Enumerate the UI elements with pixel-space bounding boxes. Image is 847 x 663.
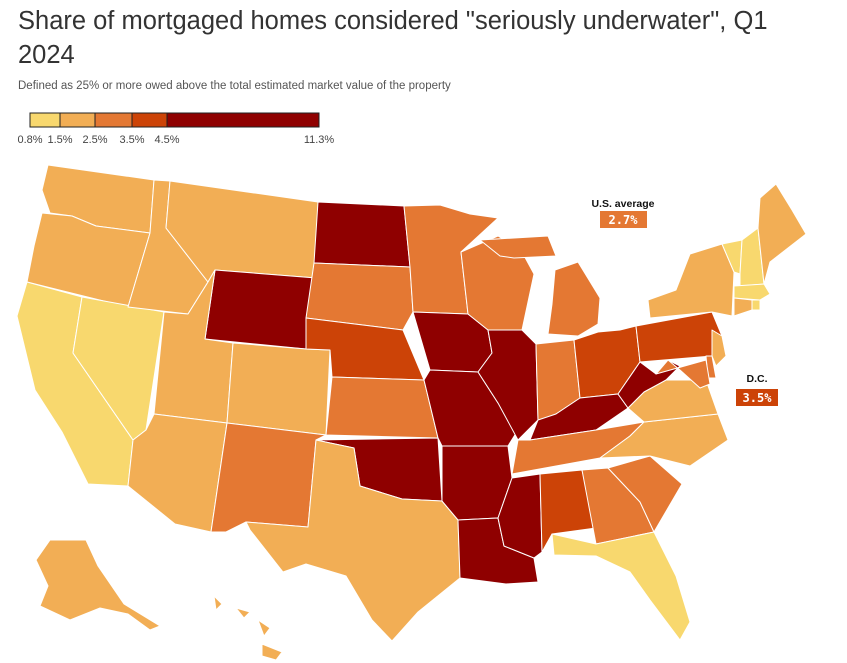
legend-tick-label: 11.3%: [303, 134, 335, 146]
legend-swatch: [94, 112, 133, 128]
state-hi: [213, 595, 283, 661]
state-pa: [635, 311, 723, 363]
us-average-value: 2.7%: [609, 213, 639, 227]
us-average-callout: U.S. average 2.7%: [591, 198, 655, 228]
legend-tick-label: 2.5%: [82, 134, 108, 146]
state-ct: [733, 297, 753, 317]
state-al: [539, 469, 597, 553]
state-wy: [204, 269, 317, 350]
legend-tick-label: 1.5%: [47, 134, 73, 146]
state-me: [757, 183, 807, 285]
us-average-label: U.S. average: [591, 198, 654, 210]
state-tx: [245, 439, 461, 642]
state-sd: [305, 262, 414, 331]
chart-subtitle: Defined as 25% or more owed above the to…: [18, 80, 451, 92]
legend-swatch: [29, 112, 61, 128]
state-fl: [551, 531, 691, 641]
dc-box: [736, 389, 778, 406]
state-mi: [479, 235, 601, 337]
legend-swatch: [166, 112, 320, 128]
legend-tick-label: 4.5%: [154, 134, 180, 146]
state-ny: [647, 243, 735, 319]
state-nj: [711, 329, 727, 367]
legend-swatch: [131, 112, 168, 128]
legend-bar: [29, 112, 320, 128]
state-ks: [325, 376, 439, 439]
state-ri: [751, 299, 761, 311]
state-ma: [733, 283, 771, 301]
dc-label: D.C.: [747, 373, 768, 385]
state-nc: [599, 413, 729, 467]
legend-tick-label: 3.5%: [119, 134, 145, 146]
us-average-box: [600, 211, 647, 228]
state-co: [226, 342, 331, 436]
legend-swatch: [59, 112, 96, 128]
legend-tick-label: 0.8%: [17, 134, 43, 146]
color-legend: 0.8% 1.5% 2.5% 3.5% 4.5% 11.3%: [17, 112, 338, 152]
dc-callout: D.C. 3.5%: [736, 373, 778, 406]
chart-title: Share of mortgaged homes considered "ser…: [18, 7, 768, 69]
state-md: [655, 359, 711, 389]
state-sc: [607, 455, 683, 533]
state-ak: [35, 539, 161, 631]
dc-value: 3.5%: [743, 391, 773, 405]
state-nd: [313, 201, 411, 268]
us-state-map: U.S. average 2.7% D.C. 3.5%: [16, 164, 807, 661]
